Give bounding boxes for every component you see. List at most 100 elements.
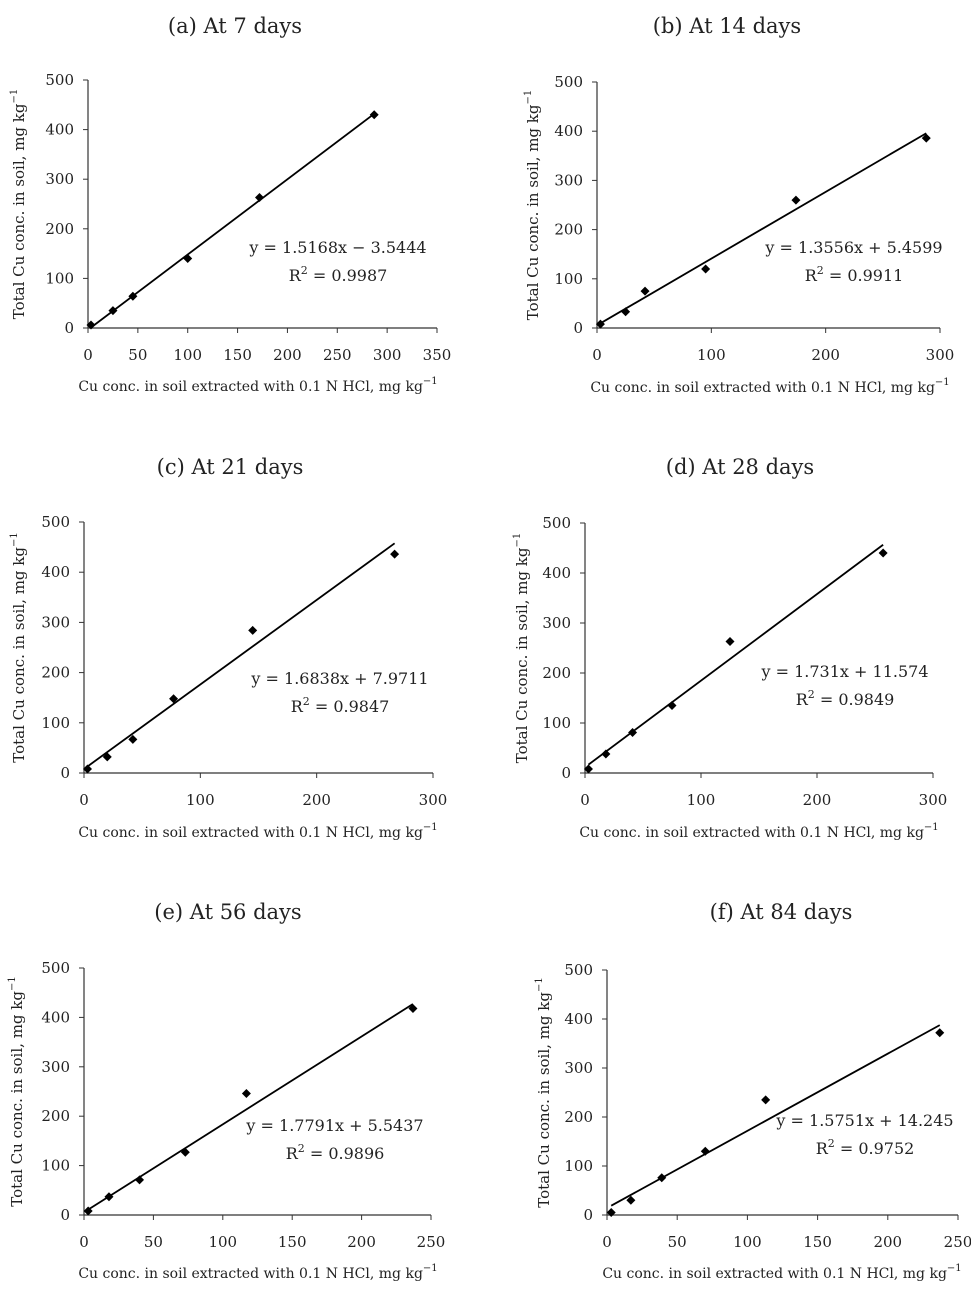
x-tick-label: 0 <box>83 346 93 364</box>
y-tick-label: 100 <box>45 269 74 287</box>
x-axis-title-text: Cu conc. in soil extracted with 0.1 N HC… <box>590 380 935 396</box>
data-point <box>657 1173 667 1183</box>
x-axis-unit-exponent: −1 <box>423 376 438 387</box>
data-point <box>626 1195 636 1205</box>
x-axis-unit-exponent: −1 <box>935 377 950 388</box>
data-point <box>761 1095 771 1105</box>
x-tick-label: 100 <box>208 1233 237 1251</box>
x-tick-label: 0 <box>580 791 590 809</box>
data-point <box>180 1147 190 1157</box>
data-point <box>667 701 677 710</box>
r-squared-symbol: R <box>289 266 302 285</box>
y-tick-label: 100 <box>564 1157 593 1175</box>
y-tick-label: 200 <box>41 664 70 682</box>
data-point <box>921 133 931 143</box>
x-tick-label: 100 <box>173 346 202 364</box>
x-axis-title: Cu conc. in soil extracted with 0.1 N HC… <box>78 1263 437 1282</box>
x-tick-label: 50 <box>128 346 147 364</box>
y-tick-label: 200 <box>542 664 571 682</box>
data-point <box>102 752 112 762</box>
y-tick-label: 400 <box>41 563 70 581</box>
r-squared-value: = 0.9847 <box>310 697 390 716</box>
y-tick-label: 400 <box>45 121 74 139</box>
chart-title: (b) At 14 days <box>653 14 801 38</box>
chart-title: (d) At 28 days <box>666 455 814 479</box>
r-squared-label: R2 = 0.9847 <box>291 695 390 716</box>
r-squared-value: = 0.9911 <box>824 266 904 285</box>
y-tick-label: 0 <box>583 1206 593 1224</box>
y-tick-label: 300 <box>564 1059 593 1077</box>
y-axis-title-text: Total Cu conc. in soil, mg kg <box>10 547 28 763</box>
x-tick-label: 0 <box>79 1233 89 1251</box>
data-point <box>169 694 179 704</box>
data-point <box>86 320 96 330</box>
r-squared-symbol: R <box>816 1139 829 1158</box>
x-tick-label: 50 <box>144 1233 163 1251</box>
y-tick-label: 500 <box>564 961 593 979</box>
y-tick-label: 100 <box>41 714 70 732</box>
r-squared-exponent: 2 <box>303 695 310 708</box>
data-point <box>606 1208 616 1218</box>
x-axis-unit-exponent: −1 <box>947 1263 962 1274</box>
regression-equation: y = 1.5751x + 14.245 <box>775 1111 953 1130</box>
y-tick-label: 0 <box>64 319 74 337</box>
y-tick-label: 100 <box>554 270 583 288</box>
y-axis-title-text: Total Cu conc. in soil, mg kg <box>535 992 553 1208</box>
x-tick-label: 200 <box>302 791 331 809</box>
r-squared-value: = 0.9987 <box>308 266 388 285</box>
y-axis-title: Total Cu conc. in soil, mg kg−1 <box>9 532 28 762</box>
y-axis-unit-exponent: −1 <box>9 89 20 104</box>
y-axis-title-text: Total Cu conc. in soil, mg kg <box>524 104 542 320</box>
y-tick-label: 300 <box>45 170 74 188</box>
chart-panel-a: (a) At 7 days 0 100 200 300 400 500 0 50 100 150 20… <box>9 14 451 395</box>
x-axis-title: Cu conc. in soil extracted with 0.1 N HC… <box>590 377 949 396</box>
y-tick-label: 400 <box>542 564 571 582</box>
data-point <box>935 1028 945 1038</box>
data-point <box>255 193 265 203</box>
x-tick-label: 300 <box>919 791 948 809</box>
r-squared-symbol: R <box>286 1144 299 1163</box>
y-tick-label: 300 <box>542 614 571 632</box>
chart-panel-b: (b) At 14 days 0 100 200 300 400 500 0 100 200 300… <box>523 14 954 396</box>
r-squared-label: R2 = 0.9987 <box>289 264 388 285</box>
y-tick-label: 0 <box>561 764 571 782</box>
x-tick-label: 200 <box>803 791 832 809</box>
y-tick-label: 200 <box>554 221 583 239</box>
chart-panel-c: (c) At 21 days 0 100 200 300 400 500 0 100 200 300… <box>9 455 447 841</box>
r-squared-value: = 0.9752 <box>835 1139 915 1158</box>
chart-panel-e: (e) At 56 days 0 100 200 300 400 500 0 50 100 150 2… <box>7 900 445 1282</box>
data-point <box>135 1175 145 1185</box>
data-point <box>725 637 735 646</box>
data-point <box>640 286 650 296</box>
y-tick-label: 500 <box>45 71 74 89</box>
y-axis-title: Total Cu conc. in soil, mg kg−1 <box>534 977 553 1207</box>
trendline <box>90 113 375 329</box>
trendline <box>87 1003 414 1211</box>
r-squared-value: = 0.9896 <box>305 1144 385 1163</box>
x-axis-title-text: Cu conc. in soil extracted with 0.1 N HC… <box>78 1266 423 1282</box>
x-tick-label: 300 <box>373 346 402 364</box>
y-axis-title: Total Cu conc. in soil, mg kg−1 <box>9 89 28 319</box>
y-axis-title: Total Cu conc. in soil, mg kg−1 <box>512 533 531 763</box>
x-tick-label: 350 <box>423 346 452 364</box>
y-tick-label: 500 <box>41 959 70 977</box>
regression-equation: y = 1.5168x − 3.5444 <box>248 238 426 257</box>
x-tick-label: 0 <box>602 1233 612 1251</box>
chart-panel-d: (d) At 28 days 0 100 200 300 400 500 0 100 200 300… <box>512 455 947 841</box>
r-squared-exponent: 2 <box>808 688 815 701</box>
data-point <box>128 291 138 301</box>
y-tick-label: 200 <box>41 1107 70 1125</box>
data-point <box>878 548 888 558</box>
r-squared-exponent: 2 <box>817 264 824 277</box>
x-axis-unit-exponent: −1 <box>423 1263 438 1274</box>
y-axis-title: Total Cu conc. in soil, mg kg−1 <box>7 976 26 1206</box>
r-squared-label: R2 = 0.9911 <box>805 264 904 285</box>
y-tick-label: 0 <box>60 1206 70 1224</box>
x-axis-title-text: Cu conc. in soil extracted with 0.1 N HC… <box>602 1266 947 1282</box>
r-squared-exponent: 2 <box>298 1142 305 1155</box>
y-tick-label: 500 <box>41 513 70 531</box>
r-squared-symbol: R <box>796 690 809 709</box>
x-axis-title-text: Cu conc. in soil extracted with 0.1 N HC… <box>579 825 924 841</box>
